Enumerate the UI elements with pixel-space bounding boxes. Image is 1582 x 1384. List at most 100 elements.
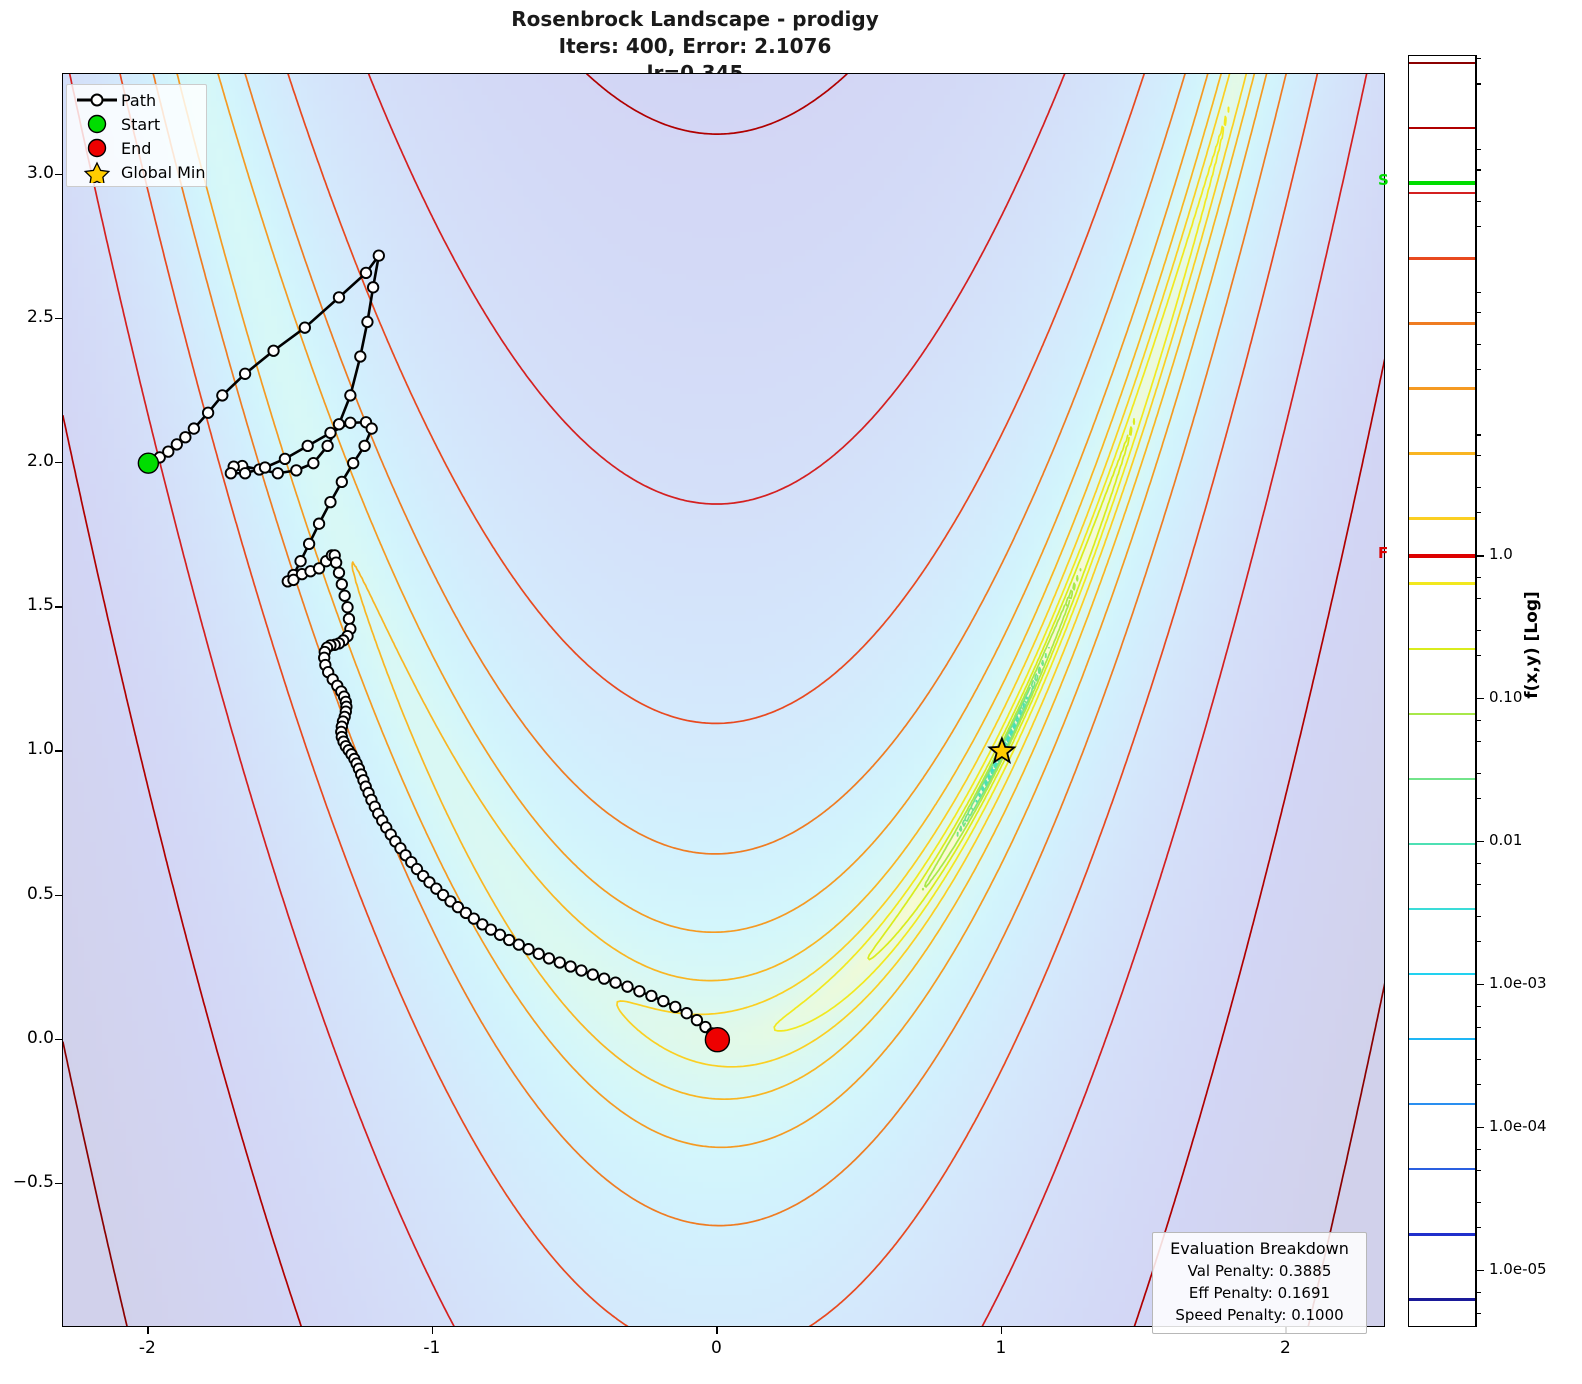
colorbar-minor-tick (1476, 629, 1481, 632)
colorbar-level-line (1409, 907, 1475, 911)
colorbar-level-line (1409, 582, 1475, 585)
colorbar-minor-tick (1476, 741, 1481, 743)
colorbar-end-marker: F (1378, 544, 1389, 563)
colorbar-minor-tick (1476, 291, 1481, 293)
x-tick-label: 1 (995, 1338, 1007, 1358)
title-line-1: Rosenbrock Landscape - prodigy (511, 7, 879, 31)
contour-plot-svg (63, 74, 1384, 1326)
colorbar-tick-label: 1.0e-03 (1489, 973, 1547, 992)
colorbar-label: f(x,y) [Log] (1512, 0, 1552, 1384)
colorbar-minor-tick (1476, 884, 1481, 886)
colorbar-minor-tick (1476, 1083, 1481, 1085)
speed-penalty-row: Speed Penalty: 0.1000 (1175, 1306, 1344, 1324)
legend-label-path: Path (121, 90, 157, 110)
colorbar-minor-tick (1476, 1006, 1481, 1008)
x-tick-label: -1 (423, 1338, 441, 1358)
colorbar-tick-label: 1.0 (1489, 545, 1513, 564)
x-tick-label: 0 (710, 1338, 722, 1358)
end-point-marker (704, 1027, 731, 1053)
colorbar-minor-tick (1476, 148, 1481, 150)
y-tick-label: 2.5 (26, 307, 54, 328)
title-line-2: Iters: 400, Error: 2.1076 (558, 34, 832, 58)
colorbar-minor-tick (1476, 1201, 1481, 1203)
colorbar-minor-tick (1476, 512, 1481, 514)
colorbar-level-line (1409, 1103, 1475, 1106)
colorbar-minor-tick (1476, 312, 1481, 314)
colorbar-minor-tick (1476, 487, 1481, 489)
eff-penalty-row: Eff Penalty: 0.1691 (1188, 1284, 1331, 1302)
colorbar-minor-tick (1476, 434, 1481, 436)
colorbar-minor-tick (1476, 655, 1481, 657)
colorbar-level-line (1409, 1298, 1475, 1301)
y-tick-mark (55, 173, 62, 176)
contour-plot-axes (62, 73, 1385, 1327)
colorbar-minor-tick (1476, 772, 1481, 774)
colorbar-minor-tick (1476, 201, 1481, 203)
colorbar-level-line (1409, 257, 1475, 260)
colorbar-minor-tick (1476, 598, 1481, 600)
colorbar-minor-tick (1476, 940, 1481, 943)
legend-label-global-min: Global Min (121, 162, 206, 182)
x-tick-mark (431, 1327, 434, 1334)
val-penalty-row: Val Penalty: 0.3885 (1187, 1262, 1332, 1280)
colorbar-minor-tick (1476, 1027, 1481, 1029)
legend-item-start: Start (67, 112, 206, 136)
colorbar-minor-tick (1476, 1312, 1481, 1314)
y-tick-mark (55, 1038, 62, 1041)
y-tick-mark (55, 1182, 62, 1185)
colorbar-minor-tick (1476, 1149, 1481, 1151)
global-min-star-marker (987, 735, 1017, 764)
colorbar-tick-mark (1476, 983, 1484, 986)
y-tick-label: 2.0 (26, 451, 54, 472)
star-icon (75, 161, 119, 187)
colorbar-tick-label: 1.0e-05 (1489, 1259, 1547, 1278)
legend-label-end: End (121, 138, 152, 158)
y-tick-label: 1.5 (26, 595, 54, 616)
y-tick-label: 3.0 (26, 162, 54, 183)
colorbar-level-line (1409, 1168, 1475, 1171)
colorbar-minor-tick (1476, 1058, 1481, 1060)
legend-label-start: Start (121, 114, 161, 134)
colorbar-minor-tick (1476, 798, 1481, 800)
colorbar-tick-mark (1476, 1126, 1484, 1129)
colorbar-level-line (1409, 127, 1475, 130)
legend-item-path: Path (67, 88, 206, 112)
colorbar-level-line (1409, 777, 1475, 781)
end-circle-icon (75, 137, 119, 159)
colorbar-level-line (1409, 1037, 1475, 1041)
colorbar-level-line (1409, 972, 1475, 976)
colorbar-minor-tick (1476, 1226, 1481, 1228)
evaluation-breakdown-box: Evaluation Breakdown Val Penalty: 0.3885… (1152, 1232, 1367, 1334)
colorbar-minor-tick (1476, 169, 1481, 171)
colorbar-minor-tick (1476, 863, 1481, 865)
x-tick-label: 2 (1279, 1338, 1291, 1358)
colorbar-minor-tick (1476, 455, 1481, 457)
evaluation-breakdown-title: Evaluation Breakdown (1170, 1239, 1349, 1258)
colorbar-level-line (1409, 712, 1475, 715)
y-tick-mark (55, 462, 62, 464)
y-tick-mark (55, 750, 62, 752)
colorbar-level-line (1409, 452, 1475, 455)
plot-legend: Path Start End Globa (66, 84, 207, 187)
x-tick-mark (1000, 1327, 1003, 1334)
y-tick-mark (55, 318, 62, 320)
start-circle-icon (75, 113, 119, 135)
colorbar-minor-tick (1476, 83, 1481, 85)
colorbar-tick-mark (1476, 841, 1484, 843)
colorbar-minor-tick (1476, 344, 1481, 346)
colorbar-level-line (1409, 61, 1475, 65)
colorbar-minor-tick (1476, 1169, 1481, 1172)
colorbar-minor-tick (1476, 369, 1481, 371)
legend-item-global-min: Global Min (67, 160, 206, 187)
x-tick-mark (716, 1327, 718, 1334)
colorbar-level-line (1409, 192, 1475, 195)
start-point-marker (137, 452, 160, 474)
colorbar-label-text: f(x,y) [Log] (1522, 591, 1542, 699)
colorbar-start-marker: S (1378, 170, 1389, 189)
colorbar-level-line (1409, 842, 1475, 846)
colorbar-tick-mark (1476, 555, 1484, 557)
colorbar-minor-tick (1476, 1291, 1481, 1294)
colorbar-level-line (1409, 647, 1475, 650)
y-tick-label: 0.0 (26, 1027, 54, 1048)
